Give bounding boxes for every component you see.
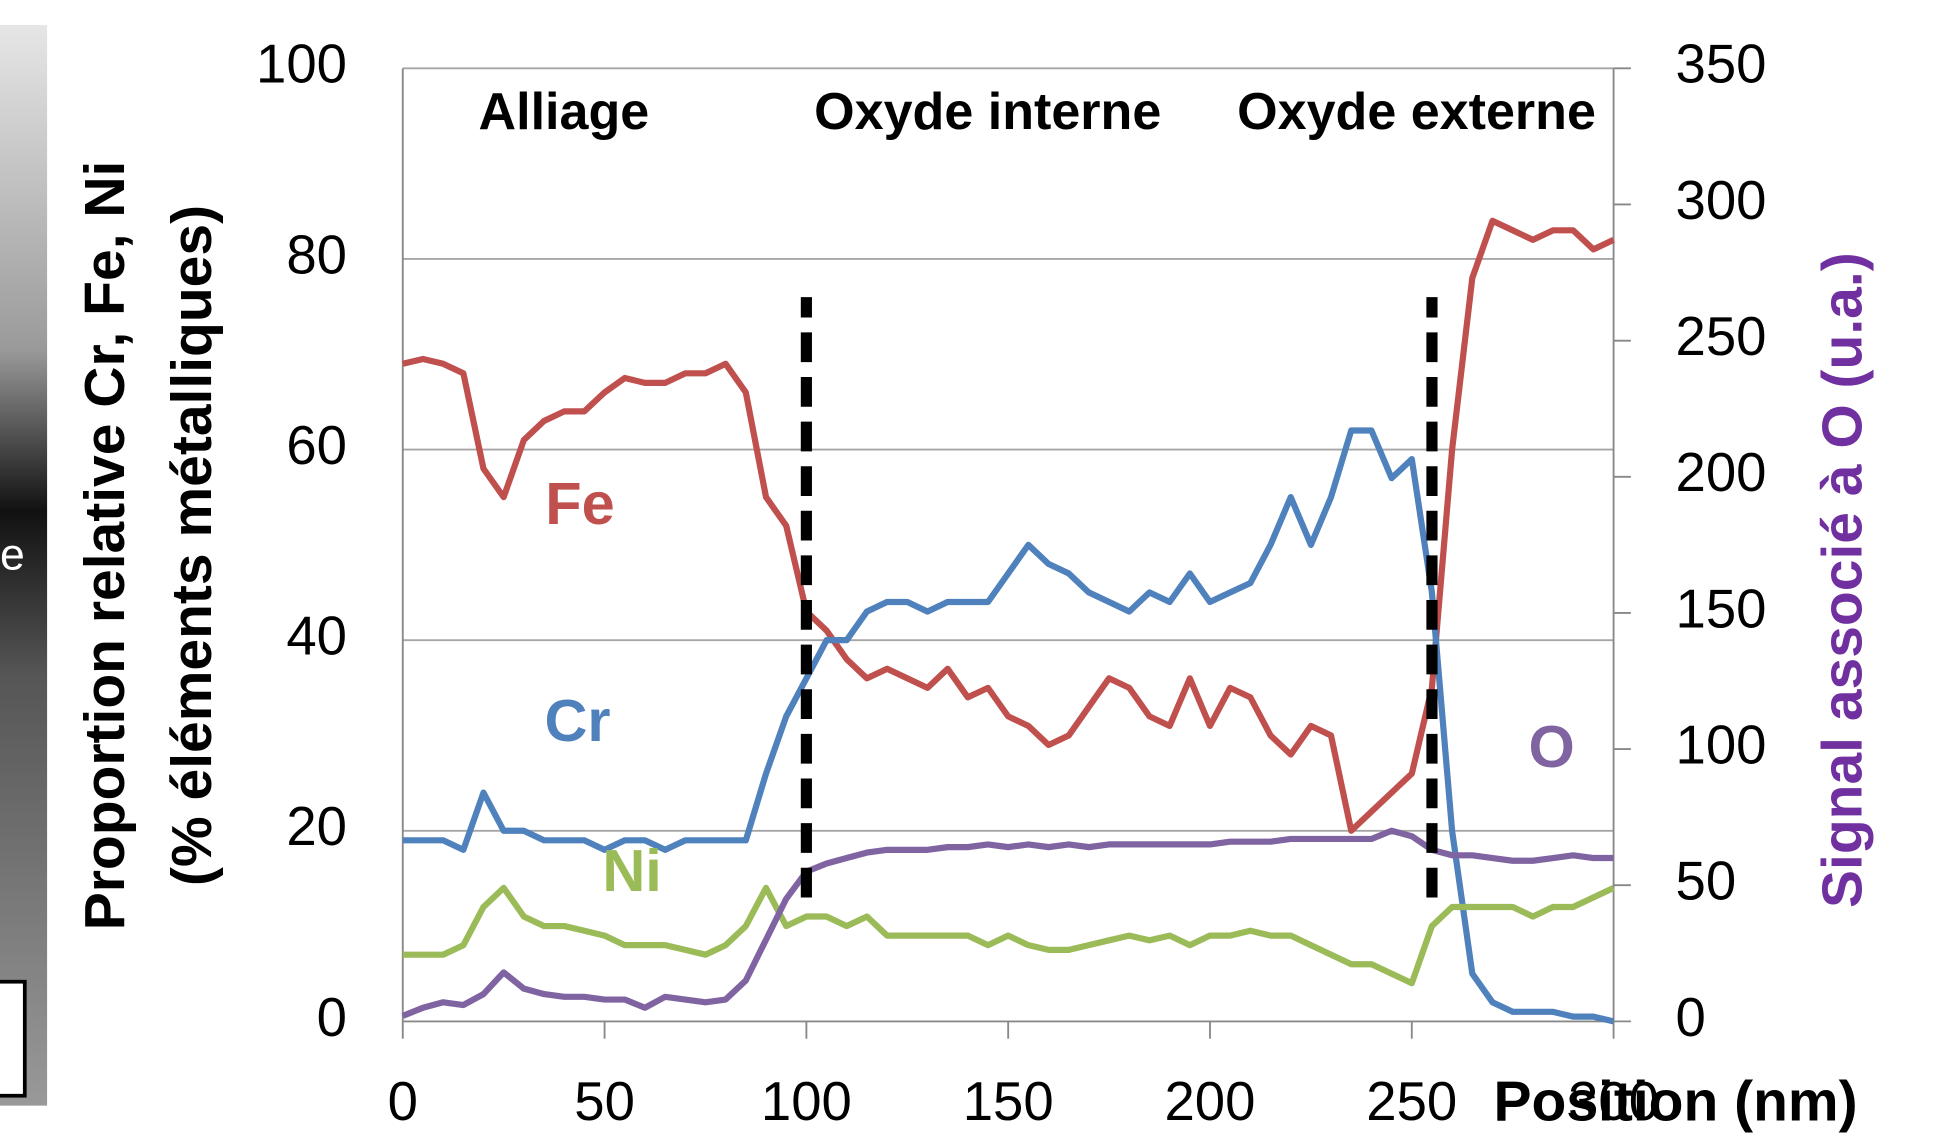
y-tick-label: 20	[286, 796, 347, 857]
y2-axis-title: Signal associé à O (u.a.)	[1811, 252, 1875, 908]
region-label: Oxyde interne	[814, 83, 1161, 141]
y-tick-label: 80	[286, 224, 347, 285]
x-tick-label: 250	[1366, 1071, 1457, 1132]
series-label: Fe	[545, 470, 614, 537]
y-axis-title: Proportion relative Cr, Fe, Ni	[73, 161, 137, 931]
data-line	[403, 888, 1614, 983]
micrograph-inset	[0, 982, 25, 1096]
x-tick-label: 200	[1164, 1071, 1255, 1132]
x-tick-label: 150	[963, 1071, 1054, 1132]
y2-tick-label: 100	[1676, 714, 1767, 775]
y-tick-label: 60	[286, 415, 347, 476]
y-tick-label: 0	[317, 987, 347, 1048]
x-axis-title: Position (nm)	[1493, 1070, 1857, 1134]
x-tick-label: 100	[761, 1071, 852, 1132]
series-label: Ni	[602, 837, 661, 904]
y2-tick-label: 250	[1676, 306, 1767, 367]
y2-tick-label: 0	[1676, 987, 1706, 1048]
y-tick-label: 100	[256, 34, 347, 95]
x-tick-label: 50	[574, 1071, 635, 1132]
y2-tick-label: 300	[1676, 170, 1767, 231]
y2-tick-label: 350	[1676, 34, 1767, 95]
y-tick-label: 40	[286, 606, 347, 667]
region-label: Alliage	[479, 83, 650, 141]
x-tick-label: 0	[388, 1071, 418, 1132]
y2-tick-label: 150	[1676, 578, 1767, 639]
chart: e Proportion relative Cr, Fe, Ni (% élém…	[0, 0, 1942, 1143]
page: {"chart_data": {"type": "line", "y_title…	[0, 0, 1942, 1143]
x-tick-label: 300	[1568, 1071, 1659, 1132]
y-axis-title: (% éléments métalliques)	[160, 205, 224, 886]
series-label: O	[1528, 713, 1574, 780]
y2-tick-label: 200	[1676, 442, 1767, 503]
region-label: Oxyde externe	[1237, 83, 1596, 141]
micrograph-text: e	[0, 531, 25, 580]
series-label: Cr	[544, 687, 610, 754]
y2-tick-label: 50	[1676, 851, 1737, 912]
